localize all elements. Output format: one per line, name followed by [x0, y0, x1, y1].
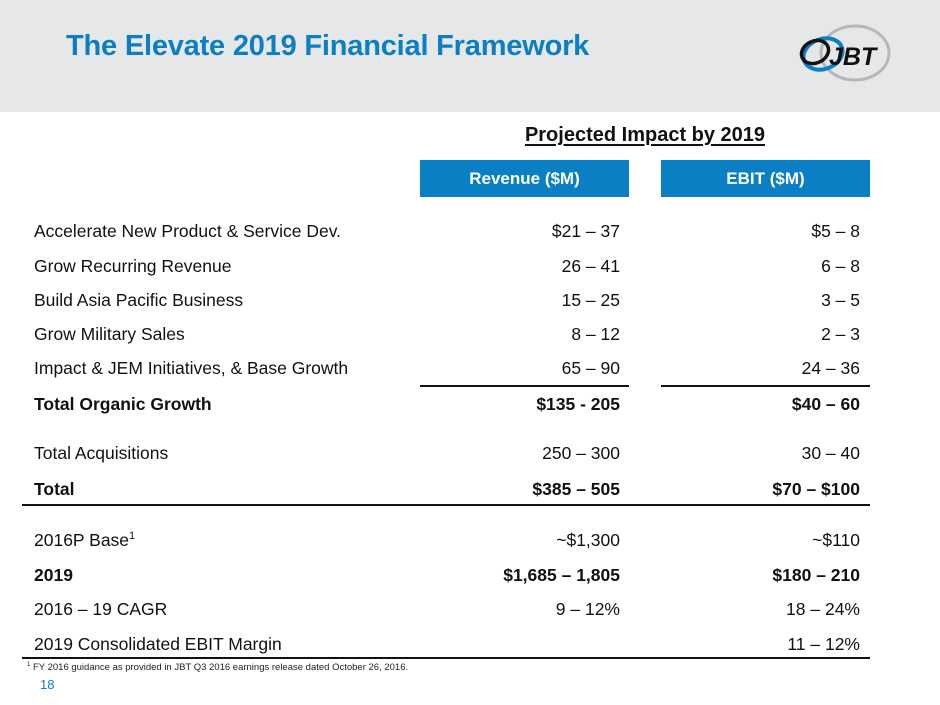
ebit-value: 18 – 24% — [786, 599, 860, 619]
revenue-subtotal-rule — [420, 385, 629, 387]
row-label: Total Acquisitions — [34, 440, 168, 466]
footnote: 1 FY 2016 guidance as provided in JBT Q3… — [27, 662, 408, 673]
row-label: Accelerate New Product & Service Dev. — [34, 218, 341, 244]
row-label: Build Asia Pacific Business — [34, 287, 243, 313]
row-label-text: Total — [34, 479, 75, 499]
footnote-text: FY 2016 guidance as provided in JBT Q3 2… — [30, 662, 409, 673]
revenue-value: $385 – 505 — [532, 479, 620, 499]
row-label-text: Impact & JEM Initiatives, & Base Growth — [34, 358, 349, 378]
table-row: Grow Military Sales 8 – 12 2 – 3 — [34, 321, 870, 347]
revenue-value: $135 - 205 — [536, 394, 620, 414]
table-row: 2016P Base1 ~$1,300 ~$110 — [34, 527, 870, 553]
row-label-text: Total Acquisitions — [34, 443, 169, 463]
revenue-value: 9 – 12% — [555, 599, 620, 619]
ebit-value: $180 – 210 — [772, 565, 860, 585]
row-label-text: Total Organic Growth — [34, 394, 212, 414]
total-rule — [22, 504, 870, 506]
revenue-value: 8 – 12 — [571, 324, 620, 344]
table-row: 2016 – 19 CAGR 9 – 12% 18 – 24% — [34, 596, 870, 622]
row-label-text: Grow Recurring Revenue — [34, 256, 232, 276]
row-label-text: 2016 – 19 CAGR — [34, 599, 168, 619]
row-label-text: Accelerate New Product & Service Dev. — [34, 221, 342, 241]
row-label: Impact & JEM Initiatives, & Base Growth — [34, 355, 348, 381]
row-label: Total — [34, 476, 75, 502]
table-row: Build Asia Pacific Business 15 – 25 3 – 5 — [34, 287, 870, 313]
ebit-subtotal-rule — [661, 385, 870, 387]
table-row: Total Organic Growth $135 - 205 $40 – 60 — [34, 391, 870, 417]
logo-text: JBT — [829, 43, 879, 71]
revenue-value: ~$1,300 — [556, 530, 620, 550]
revenue-value: 15 – 25 — [561, 290, 620, 310]
ebit-value: 6 – 8 — [821, 256, 860, 276]
row-label: 2019 — [34, 562, 73, 588]
table-row: Total $385 – 505 $70 – $100 — [34, 476, 870, 502]
row-label-text: Grow Military Sales — [34, 324, 185, 344]
ebit-value: ~$110 — [812, 530, 860, 550]
ebit-value: $40 – 60 — [791, 394, 860, 414]
ebit-value: 11 – 12% — [787, 634, 860, 654]
revenue-column-header: Revenue ($M) — [420, 160, 629, 197]
slide-title: The Elevate 2019 Financial Framework — [66, 30, 590, 62]
ebit-value: $5 – 8 — [811, 221, 860, 241]
ebit-value: 3 – 5 — [821, 290, 860, 310]
ebit-column-header: EBIT ($M) — [661, 160, 870, 197]
bottom-rule — [22, 657, 870, 659]
row-label: 2016P Base1 — [34, 527, 135, 553]
table-row: Grow Recurring Revenue 26 – 41 6 – 8 — [34, 253, 870, 279]
row-label: Grow Recurring Revenue — [34, 253, 231, 279]
revenue-value: $1,685 – 1,805 — [503, 565, 620, 585]
table-row: 2019 Consolidated EBIT Margin 11 – 12% — [34, 631, 870, 657]
footnote-reference: 1 — [129, 530, 136, 542]
table-row: Accelerate New Product & Service Dev. $21… — [34, 218, 870, 244]
row-label: Total Organic Growth — [34, 391, 212, 417]
revenue-value: 26 – 41 — [561, 256, 620, 276]
table-row: 2019 $1,685 – 1,805 $180 – 210 — [34, 562, 870, 588]
ebit-value: $70 – $100 — [772, 479, 860, 499]
row-label: 2016 – 19 CAGR — [34, 596, 167, 622]
table-row: Total Acquisitions 250 – 300 30 – 40 — [34, 440, 870, 466]
jbt-logo: JBT — [799, 24, 891, 82]
revenue-value: 65 – 90 — [561, 358, 620, 378]
table-row: Impact & JEM Initiatives, & Base Growth 6… — [34, 355, 870, 381]
revenue-value: 250 – 300 — [542, 443, 620, 463]
row-label: Grow Military Sales — [34, 321, 185, 347]
ebit-value: 30 – 40 — [801, 443, 860, 463]
row-label-text: Build Asia Pacific Business — [34, 290, 244, 310]
section-title: Projected Impact by 2019 — [524, 124, 766, 146]
page-number: 18 — [40, 677, 55, 692]
row-label-text: 2019 Consolidated EBIT Margin — [34, 634, 282, 654]
footnote-marker: 1 — [27, 662, 31, 668]
revenue-value: $21 – 37 — [551, 221, 620, 241]
ebit-value: 2 – 3 — [821, 324, 860, 344]
row-label-text: 2019 — [34, 565, 73, 585]
row-label-text: 2016P Base — [34, 530, 130, 550]
row-label: 2019 Consolidated EBIT Margin — [34, 631, 282, 657]
header-band — [0, 0, 940, 112]
ebit-value: 24 – 36 — [801, 358, 860, 378]
